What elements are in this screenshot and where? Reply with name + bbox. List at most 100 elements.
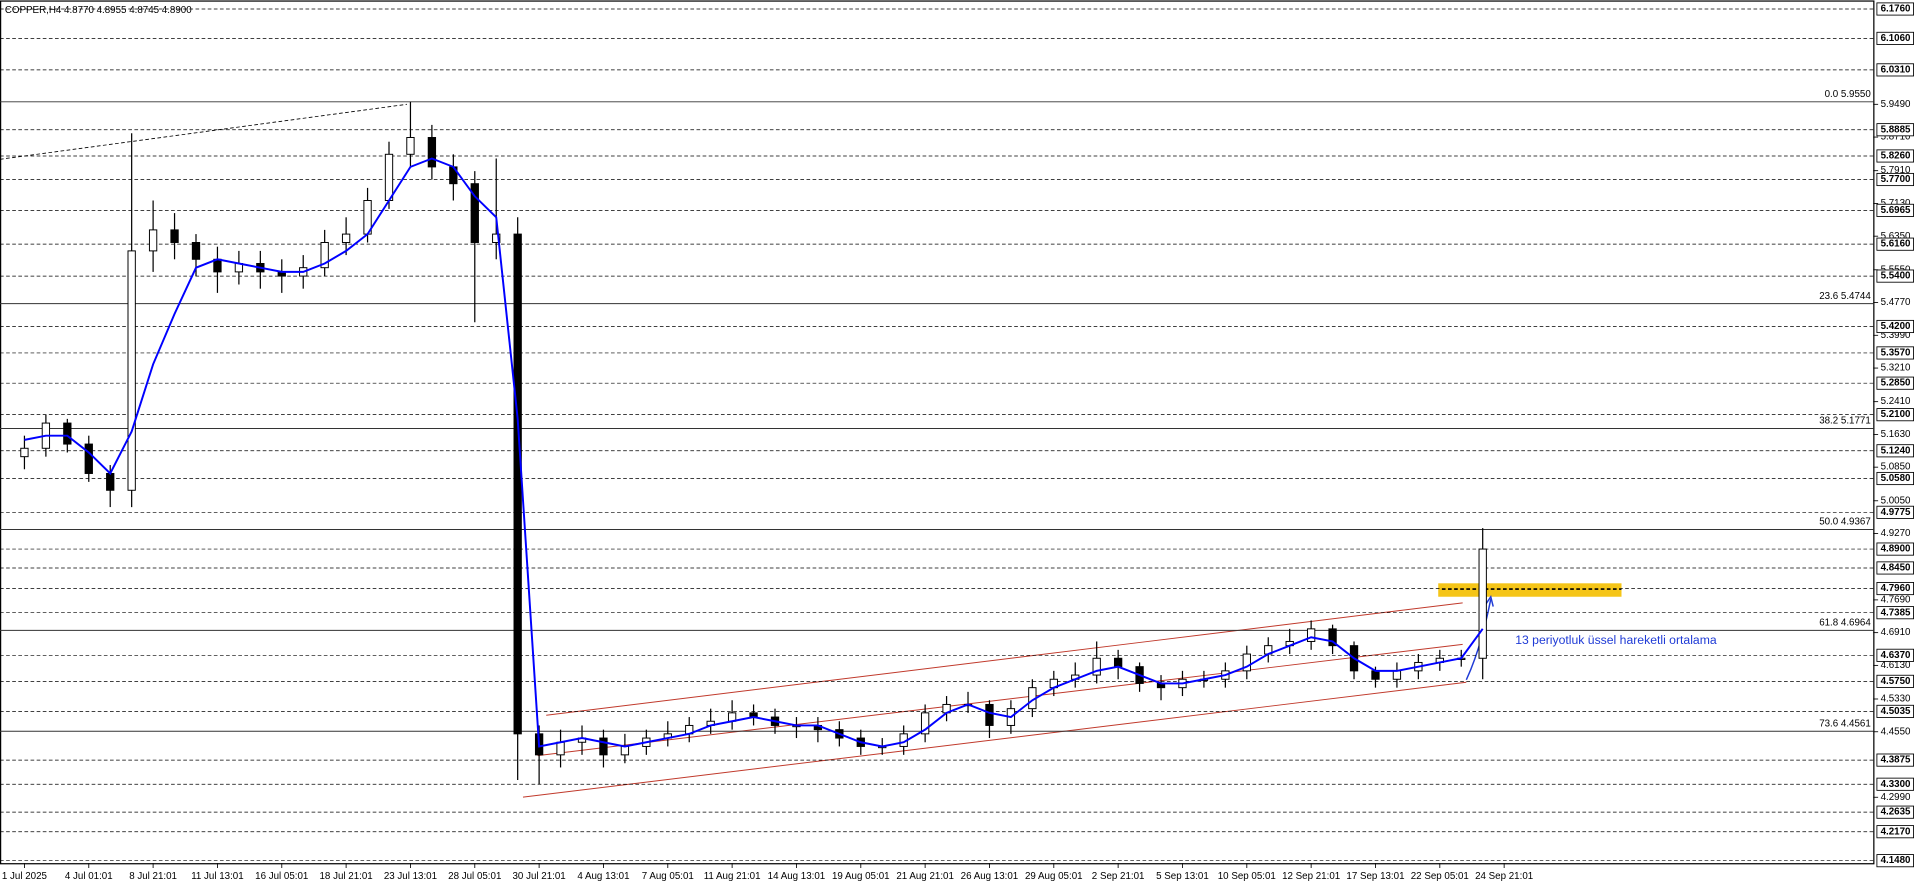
- y-tick-label: 5.0050: [1881, 495, 1911, 506]
- trend-line: [0, 103, 407, 160]
- level-box: [1876, 408, 1914, 422]
- x-tick-label: 7 Aug 05:01: [642, 871, 694, 882]
- level-box: [1876, 31, 1914, 45]
- highlight-zone: [1438, 583, 1622, 597]
- level-label: 4.6370: [1881, 650, 1911, 661]
- x-tick-label: 4 Jul 01:01: [65, 871, 113, 882]
- candle-body: [620, 745, 630, 756]
- candle-body: [170, 229, 179, 243]
- level-box: [1876, 237, 1914, 251]
- y-tick-label: 4.2990: [1881, 792, 1911, 803]
- candle-body: [384, 153, 394, 201]
- level-box: [1876, 674, 1914, 688]
- candle-body: [1113, 657, 1123, 668]
- candle-body: [492, 233, 501, 243]
- x-tick-label: 28 Jul 05:01: [448, 871, 501, 882]
- candle-body: [127, 250, 136, 491]
- level-box: [1876, 561, 1914, 575]
- level-label: 4.1480: [1881, 855, 1911, 866]
- level-box: [1876, 471, 1914, 486]
- y-tick-label: 5.6350: [1881, 231, 1911, 242]
- candle-body: [427, 137, 437, 168]
- candle-body: [106, 472, 115, 491]
- candle-body: [556, 741, 565, 756]
- x-tick-label: 30 Jul 21:01: [513, 871, 566, 882]
- x-tick-label: 14 Aug 13:01: [768, 871, 826, 882]
- y-tick-label: 5.3990: [1881, 330, 1911, 341]
- level-label: 5.8260: [1881, 151, 1911, 162]
- x-tick-label: 26 Aug 13:01: [961, 871, 1019, 882]
- level-label: 5.2100: [1881, 409, 1911, 420]
- level-label: 6.1060: [1881, 33, 1911, 44]
- level-label: 4.3300: [1881, 779, 1911, 790]
- level-box: [1876, 606, 1914, 620]
- level-box: [1876, 149, 1914, 163]
- y-tick-label: 5.2410: [1881, 396, 1911, 407]
- ema-line: [24, 157, 1484, 748]
- level-label: 4.3875: [1881, 755, 1911, 766]
- x-tick-label: 2 Sep 21:01: [1092, 871, 1145, 882]
- candle-body: [341, 233, 351, 243]
- level-box: [1876, 172, 1914, 187]
- x-tick-label: 11 Jul 13:01: [191, 871, 244, 882]
- level-label: 5.1240: [1881, 445, 1911, 456]
- channel-middle: [537, 643, 1463, 757]
- x-tick-label: 24 Sep 21:01: [1475, 871, 1533, 882]
- x-tick-label: 4 Aug 13:01: [577, 871, 629, 882]
- x-tick-label: 5 Sep 13:01: [1156, 871, 1209, 882]
- level-box: [1876, 376, 1914, 390]
- level-label: 5.8885: [1881, 124, 1911, 135]
- level-label: 4.8450: [1881, 563, 1911, 574]
- level-label: 5.7700: [1881, 174, 1911, 185]
- x-tick-label: 8 Jul 21:01: [129, 871, 177, 882]
- plot-frame: [0, 0, 1875, 865]
- level-label: 5.5400: [1881, 271, 1911, 282]
- y-tick-label: 4.5330: [1881, 694, 1911, 705]
- y-tick-label: 4.6130: [1881, 660, 1911, 671]
- level-label: 5.2850: [1881, 378, 1911, 389]
- level-box: [1876, 269, 1914, 283]
- level-label: 4.7385: [1881, 607, 1911, 618]
- channel-upper: [546, 602, 1463, 716]
- level-label: 4.2170: [1881, 826, 1911, 837]
- level-box: [1876, 777, 1914, 791]
- candle-body: [320, 242, 329, 269]
- candle-body: [985, 703, 994, 726]
- candle-body: [513, 233, 522, 735]
- level-box: [1876, 203, 1914, 217]
- level-label: 4.2635: [1881, 807, 1911, 818]
- x-tick-label: 1 Jul 2025: [2, 871, 48, 882]
- fib-label: 0.0 5.9550: [1825, 89, 1872, 100]
- x-tick-label: 10 Sep 05:01: [1218, 871, 1276, 882]
- level-label: 4.7960: [1881, 583, 1911, 594]
- candle-body: [1242, 653, 1251, 672]
- x-tick-label: 11 Aug 21:01: [704, 871, 761, 882]
- fib-label: 61.8 4.6964: [1819, 618, 1871, 629]
- x-tick-label: 18 Jul 21:01: [320, 871, 373, 882]
- level-box: [1876, 505, 1914, 519]
- candle-body: [920, 712, 930, 735]
- y-tick-label: 5.3210: [1881, 363, 1911, 374]
- candle-body: [1478, 548, 1487, 659]
- x-tick-label: 12 Sep 21:01: [1282, 871, 1340, 882]
- level-label: 4.5035: [1881, 706, 1911, 717]
- level-box: [1876, 704, 1914, 718]
- arrow-head: [1485, 594, 1494, 607]
- y-tick-label: 4.4550: [1881, 726, 1911, 737]
- level-box: [1876, 825, 1914, 839]
- level-label: 5.0580: [1881, 473, 1911, 484]
- level-label: 4.8900: [1881, 544, 1911, 555]
- candle-body: [84, 443, 93, 474]
- level-label: 4.5750: [1881, 676, 1911, 687]
- level-box: [1876, 805, 1914, 819]
- x-tick-label: 19 Aug 05:01: [832, 871, 890, 882]
- y-tick-label: 4.7690: [1881, 594, 1911, 605]
- candle-body: [1328, 628, 1337, 647]
- candle-body: [63, 422, 72, 445]
- candle-body: [1371, 670, 1380, 680]
- fib-label: 50.0 4.9367: [1819, 517, 1871, 528]
- y-tick-label: 5.4770: [1881, 297, 1911, 308]
- y-tick-label: 5.1630: [1881, 429, 1911, 440]
- level-box: [1876, 2, 1914, 16]
